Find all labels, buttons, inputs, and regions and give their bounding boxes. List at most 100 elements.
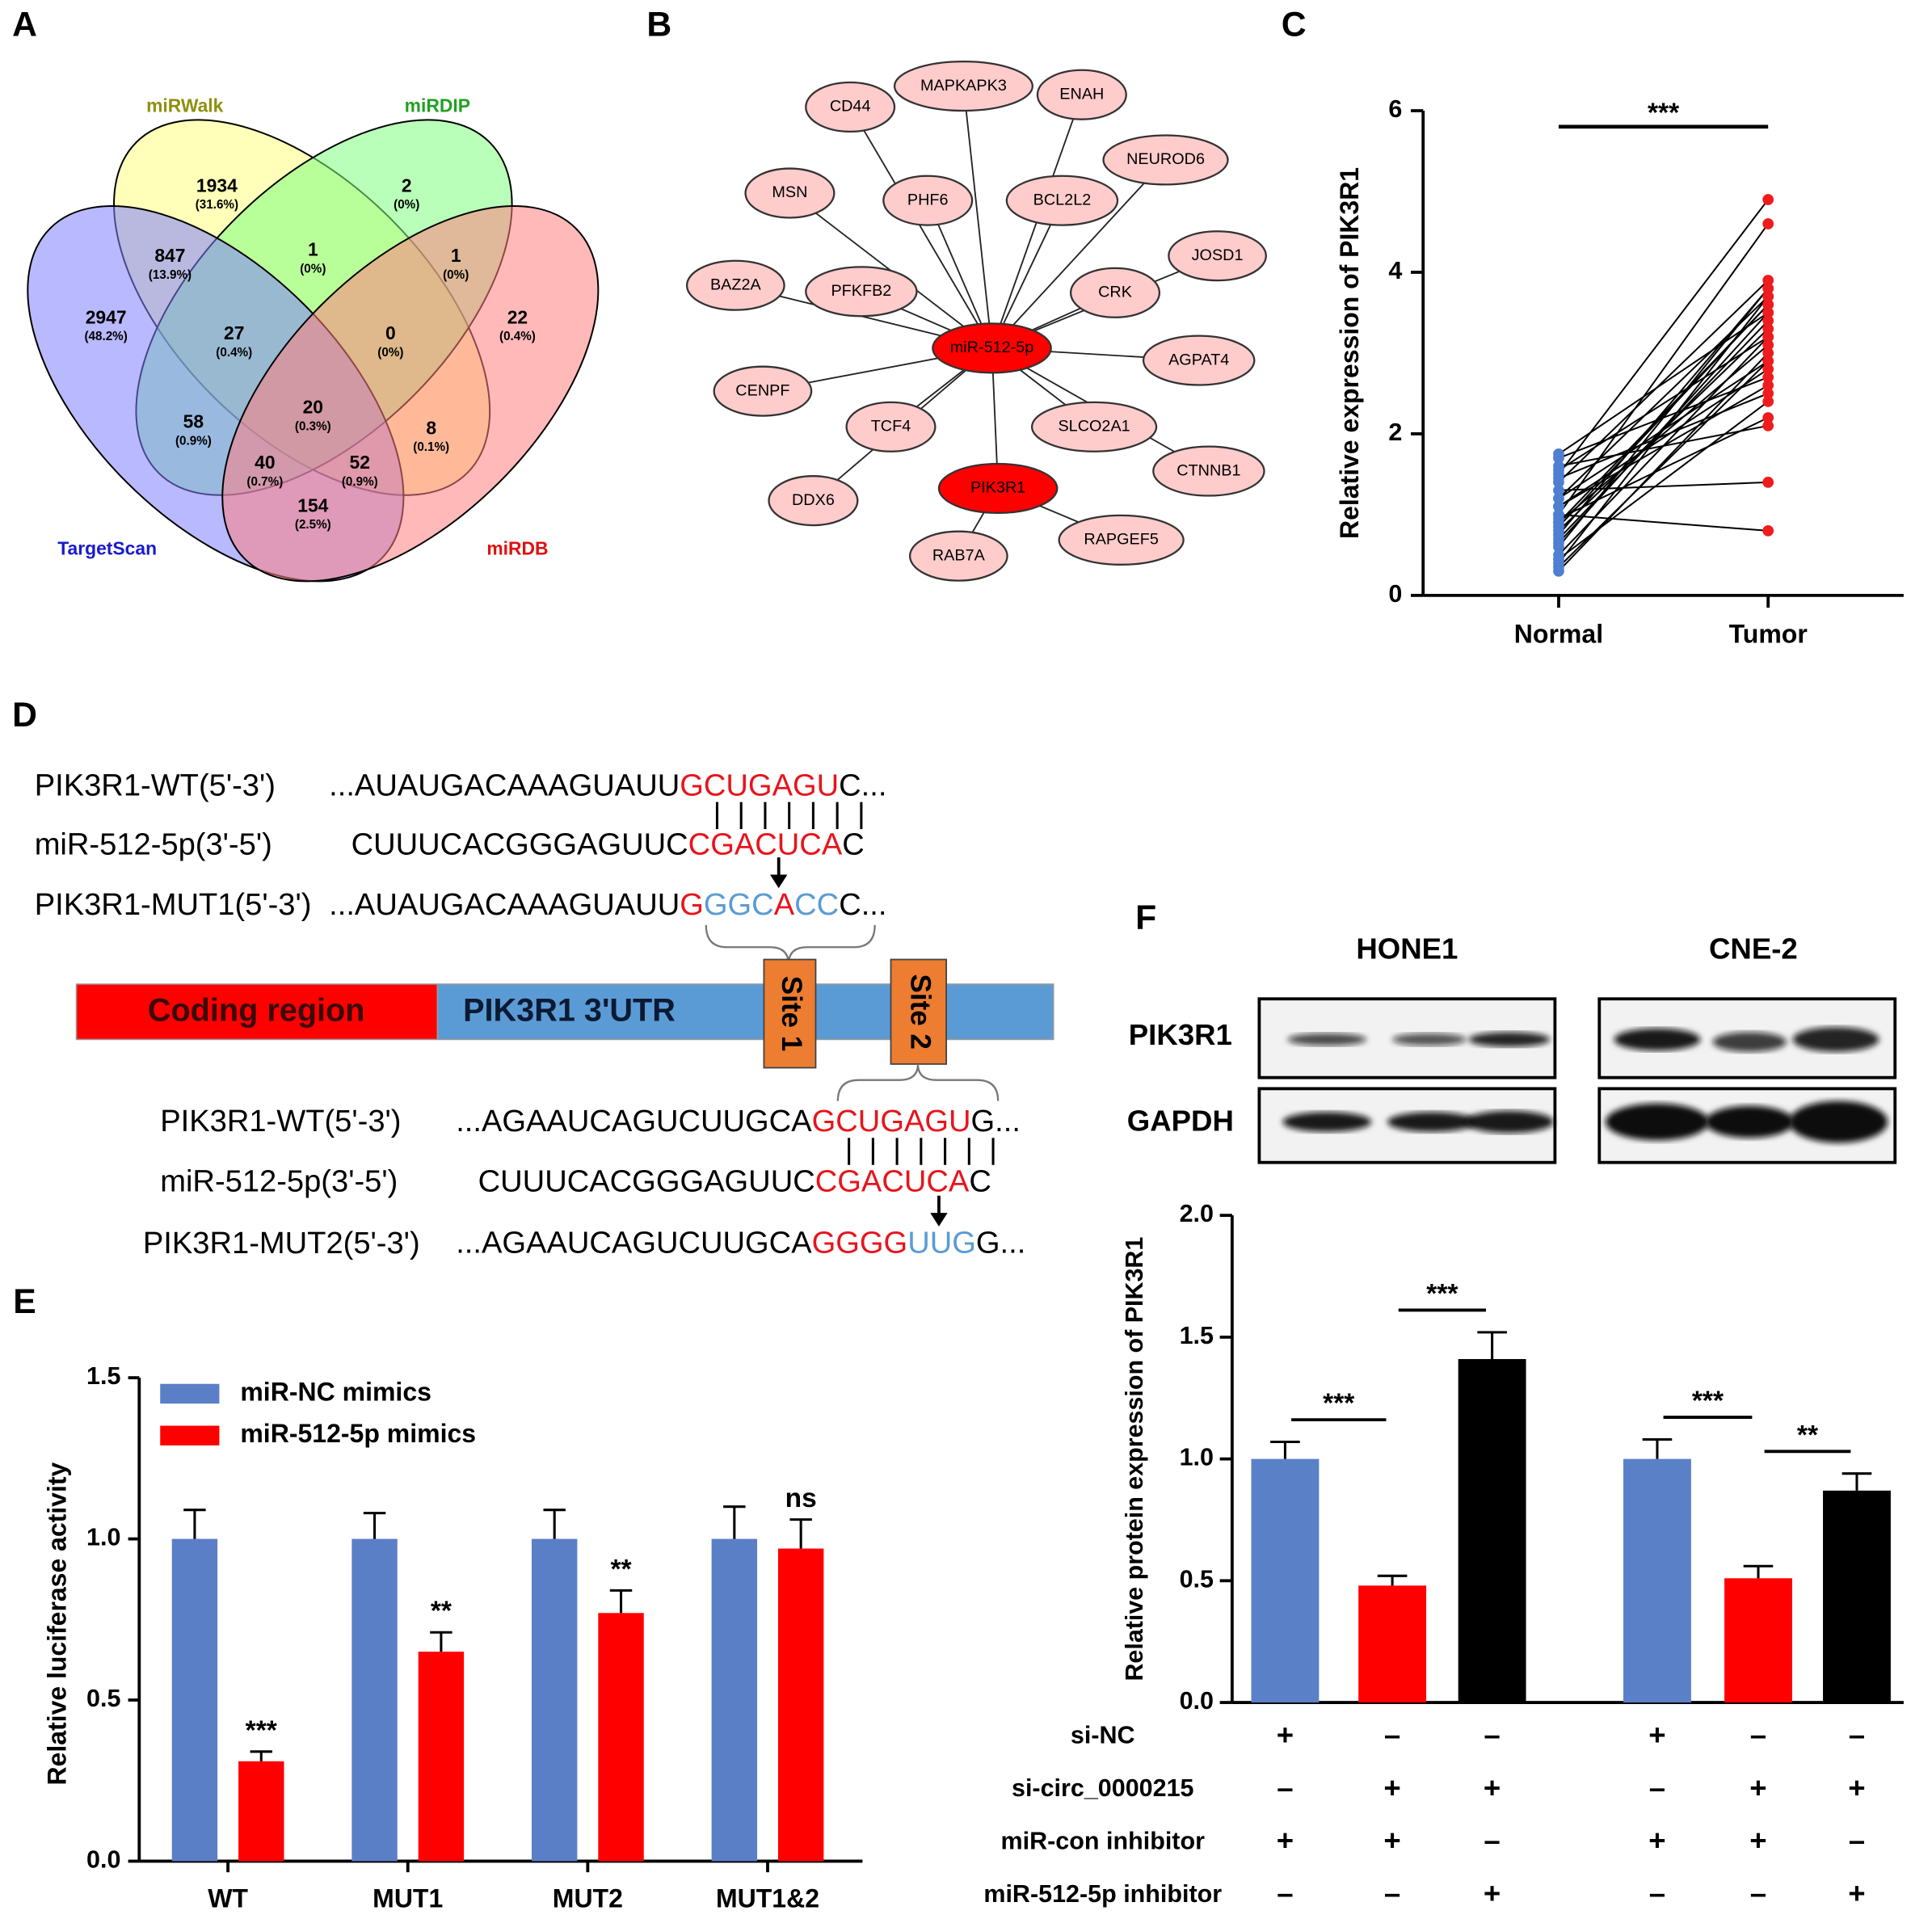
venn-percent: (0.9%) bbox=[342, 475, 378, 489]
y-tick-label: 1.0 bbox=[1180, 1444, 1214, 1471]
sequence-label: miR-512-5p(3'-5') bbox=[160, 1165, 398, 1199]
sequence-segment: GCUGAGU bbox=[812, 1105, 971, 1138]
network-node-label: PHF6 bbox=[907, 191, 949, 208]
condition-sign: + bbox=[1848, 1877, 1865, 1910]
condition-sign: + bbox=[1383, 1771, 1400, 1804]
sequence-segment: G... bbox=[971, 1105, 1021, 1138]
data-point bbox=[1553, 501, 1564, 512]
sequence-segment: GGGG bbox=[812, 1227, 908, 1260]
venn-percent: (31.6%) bbox=[196, 198, 238, 212]
venn-percent: (2.5%) bbox=[295, 518, 331, 532]
condition-sign: + bbox=[1484, 1877, 1501, 1910]
data-point bbox=[1762, 283, 1774, 294]
bar bbox=[598, 1613, 644, 1862]
site-bracket bbox=[836, 1063, 1000, 1101]
data-point bbox=[1762, 525, 1774, 537]
sequence-segment: GGC bbox=[704, 888, 774, 922]
cell-line-label: CNE-2 bbox=[1709, 932, 1798, 966]
x-tick-label: MUT1 bbox=[373, 1884, 443, 1913]
pair-line bbox=[1558, 223, 1769, 516]
condition-sign: – bbox=[1384, 1877, 1400, 1910]
y-tick-label: 4 bbox=[1388, 257, 1402, 284]
bar bbox=[1458, 1359, 1526, 1703]
significance-label: *** bbox=[1323, 1389, 1355, 1419]
network-node-label: NEUROD6 bbox=[1126, 150, 1205, 168]
pair-line bbox=[1558, 288, 1769, 536]
sequence-segment: CUUUCACGGGAGUUC bbox=[351, 828, 688, 862]
network-node bbox=[1142, 335, 1256, 386]
pair-line bbox=[1558, 360, 1769, 499]
network-node bbox=[768, 475, 859, 527]
pair-line bbox=[1558, 360, 1769, 568]
bar bbox=[1358, 1585, 1427, 1703]
venn-count: 52 bbox=[350, 452, 370, 473]
y-tick-label: 0.0 bbox=[86, 1846, 120, 1874]
data-point bbox=[1553, 529, 1564, 541]
coding-region bbox=[75, 983, 439, 1041]
pair-line bbox=[1558, 312, 1769, 544]
venn-set-label: miRDIP bbox=[405, 95, 470, 116]
venn-count: 154 bbox=[297, 494, 328, 516]
bar bbox=[1623, 1458, 1691, 1703]
legend-swatch bbox=[160, 1383, 220, 1404]
x-tick-label: Normal bbox=[1514, 620, 1603, 649]
bar bbox=[418, 1652, 465, 1862]
condition-sign: + bbox=[1277, 1718, 1294, 1751]
panel-label: A bbox=[12, 6, 37, 44]
condition-label: si-NC bbox=[1071, 1722, 1135, 1749]
data-point bbox=[1762, 364, 1774, 375]
condition-sign: – bbox=[1649, 1771, 1665, 1804]
blot-band bbox=[1287, 1033, 1367, 1046]
sequence: CUUUCACGGGAGUUCCGACUCAC bbox=[478, 1165, 991, 1199]
pair-line bbox=[1558, 352, 1769, 572]
network-node-label: TCF4 bbox=[871, 418, 911, 436]
panel-label: B bbox=[646, 6, 671, 44]
site-bracket bbox=[705, 924, 876, 965]
venn-count: 2 bbox=[402, 175, 412, 196]
blot-band bbox=[1605, 1103, 1709, 1141]
bar bbox=[238, 1761, 284, 1862]
condition-sign: + bbox=[1383, 1824, 1400, 1857]
venn-count: 22 bbox=[507, 306, 528, 327]
y-axis-label: Relative expression of PIK3R1 bbox=[1335, 167, 1364, 539]
sequence-segment: CGACUCA bbox=[815, 1165, 970, 1199]
x-tick-label: Tumor bbox=[1729, 620, 1808, 649]
sequence: ...AUAUGACAAAGUAUUGCUGAGUC... bbox=[329, 768, 886, 802]
data-point bbox=[1762, 339, 1774, 351]
sequence-segment: CGACUCA bbox=[688, 828, 843, 862]
network-node bbox=[805, 266, 918, 318]
y-tick-label: 0 bbox=[1388, 580, 1402, 608]
venn-set-label: TargetScan bbox=[57, 538, 157, 559]
network-node-label: RAB7A bbox=[932, 546, 986, 564]
x-tick-label: MUT1&2 bbox=[716, 1884, 819, 1913]
network-node bbox=[1102, 134, 1229, 186]
network-node-label: MSN bbox=[772, 183, 807, 201]
network-node-label: CRK bbox=[1098, 284, 1132, 301]
bar bbox=[711, 1538, 758, 1862]
panel-label: F bbox=[1135, 898, 1156, 937]
network-node-label: CTNNB1 bbox=[1176, 461, 1240, 479]
data-point bbox=[1762, 315, 1774, 326]
pair-line bbox=[1558, 393, 1769, 479]
significance-label: ** bbox=[431, 1597, 452, 1627]
significance-label: ns bbox=[785, 1483, 817, 1513]
y-tick-label: 0.5 bbox=[86, 1685, 120, 1712]
condition-sign: + bbox=[1277, 1824, 1294, 1857]
y-tick-label: 1.5 bbox=[1180, 1322, 1214, 1349]
pair-line bbox=[1558, 199, 1769, 475]
venn-count: 1934 bbox=[196, 175, 238, 196]
data-point bbox=[1762, 372, 1774, 383]
data-point bbox=[1553, 517, 1564, 528]
network-node bbox=[1168, 230, 1267, 282]
y-tick-label: 6 bbox=[1388, 95, 1402, 123]
sequence-segment: C bbox=[969, 1165, 991, 1199]
network-node bbox=[845, 401, 937, 452]
venn-percent: (0%) bbox=[300, 262, 326, 276]
data-point bbox=[1762, 477, 1774, 488]
sequence-label: PIK3R1-WT(5'-3') bbox=[35, 768, 276, 802]
sequence-segment: CC bbox=[794, 888, 839, 922]
cell-line-label: HONE1 bbox=[1356, 932, 1458, 966]
arrow-head bbox=[930, 1213, 948, 1227]
network-node bbox=[932, 322, 1052, 374]
y-tick-label: 2 bbox=[1388, 419, 1402, 446]
